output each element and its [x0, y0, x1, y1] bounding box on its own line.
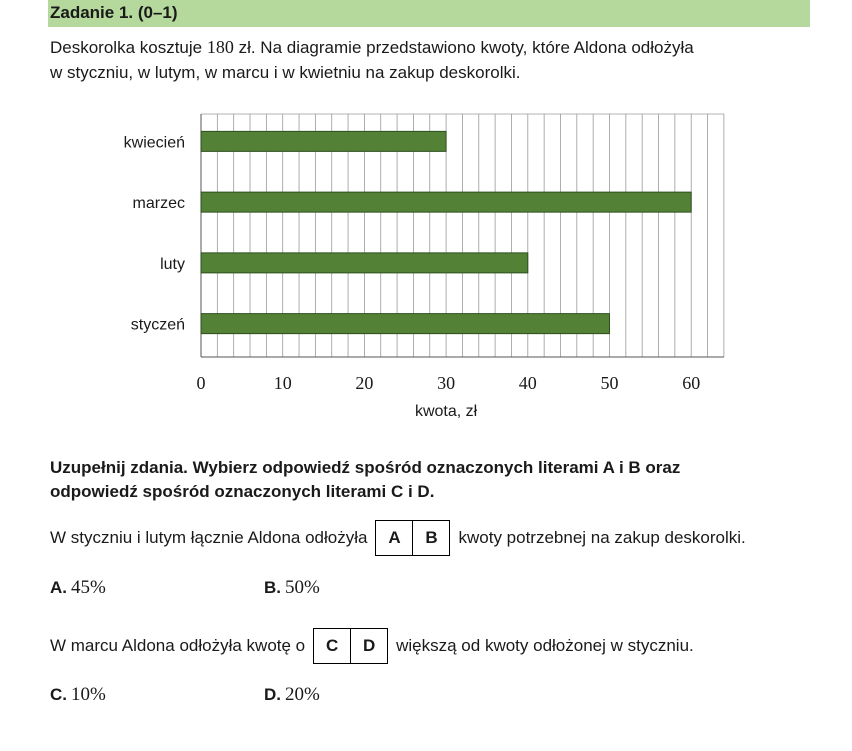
question-1-before: W styczniu i lutym łącznie Aldona odłoży… [50, 528, 368, 547]
option-a-letter: A. [50, 578, 67, 597]
intro-line-2: w styczniu, w lutym, w marcu i w kwietni… [50, 63, 521, 82]
option-b-letter: B. [264, 578, 281, 597]
x-axis-label: kwota, zł [415, 403, 478, 420]
bar [200, 313, 610, 335]
instructions: Uzupełnij zdania. Wybierz odpowiedź spoś… [50, 456, 810, 504]
instructions-line-2: odpowiedź spośród oznaczonych literami C… [50, 482, 435, 501]
option-a[interactable]: A. 45% [50, 577, 106, 599]
bar-chart: kwiecień marzec luty styczeń 0 10 20 30 40 50 60 kw… [124, 113, 725, 420]
option-d-value: 20% [285, 684, 320, 705]
category-label: luty [160, 256, 185, 273]
choice-b[interactable]: B [412, 521, 449, 555]
category-label: marzec [133, 195, 185, 212]
option-c-value: 10% [71, 684, 106, 705]
question-2-after: większą od kwoty odłożonej w styczniu. [396, 636, 694, 655]
question-1-after: kwoty potrzebnej na zakup deskorolki. [458, 528, 746, 547]
option-b[interactable]: B. 50% [264, 577, 320, 599]
choice-box-cd: C D [313, 628, 389, 664]
bar [200, 191, 692, 213]
x-tick-label: 20 [355, 373, 373, 393]
x-tick-label: 10 [274, 373, 292, 393]
header-bar [48, 0, 810, 27]
task-title: Zadanie 1. (0–1) [50, 3, 178, 22]
intro-line-1-end: zł. Na diagramie przedstawiono kwoty, kt… [233, 38, 694, 57]
x-tick-label: 60 [682, 373, 700, 393]
intro-line-1-start: Deskorolka kosztuje [50, 38, 207, 57]
x-tick-label: 50 [601, 373, 619, 393]
price-value: 180 [206, 37, 234, 57]
choice-box-ab: A B [375, 520, 451, 556]
bar [200, 252, 529, 274]
category-label: kwiecień [124, 134, 185, 151]
x-tick-label: 0 [197, 373, 206, 393]
choice-c[interactable]: C [325, 636, 339, 655]
option-c-letter: C. [50, 685, 67, 704]
x-tick-label: 40 [519, 373, 537, 393]
option-d[interactable]: D. 20% [264, 684, 320, 706]
option-d-letter: D. [264, 685, 281, 704]
intro-line-1: Deskorolka kosztuje 180 zł. Na diagramie… [50, 35, 810, 60]
intro-text: Deskorolka kosztuje 180 zł. Na diagramie… [50, 35, 810, 85]
option-c[interactable]: C. 10% [50, 684, 106, 706]
question-2-before: W marcu Aldona odłożyła kwotę o [50, 636, 306, 655]
question-1-sentence: W styczniu i lutym łącznie Aldona odłoży… [50, 520, 746, 556]
bar [200, 130, 447, 152]
question-2-sentence: W marcu Aldona odłożyła kwotę o C D więk… [50, 628, 694, 664]
choice-d[interactable]: D [350, 629, 387, 663]
instructions-line-1: Uzupełnij zdania. Wybierz odpowiedź spoś… [50, 458, 681, 477]
x-tick-label: 30 [437, 373, 455, 393]
option-b-value: 50% [285, 577, 320, 598]
choice-a[interactable]: A [388, 528, 401, 547]
option-a-value: 45% [71, 577, 106, 598]
category-label: styczeń [131, 317, 185, 334]
